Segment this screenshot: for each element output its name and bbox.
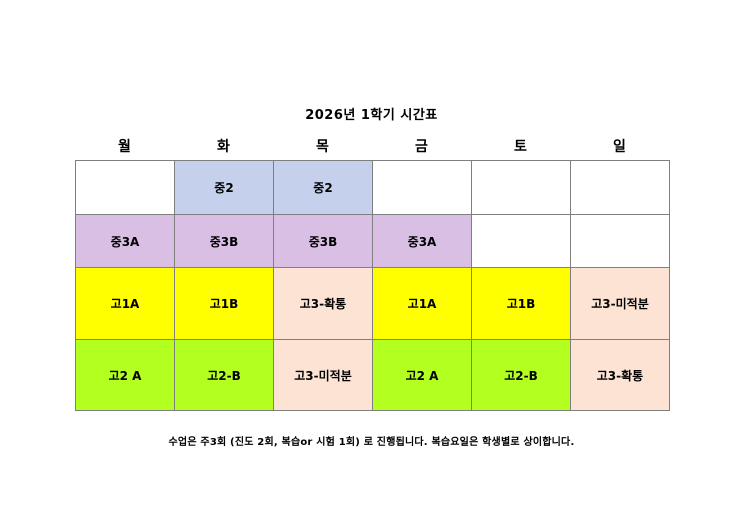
table-cell <box>75 160 175 215</box>
table-cell: 고2 A <box>75 339 175 411</box>
table-cell: 고2-B <box>174 339 274 411</box>
table-cell: 중2 <box>273 160 373 215</box>
table-row: 고2 A 고2-B 고3-미적분 고2 A 고2-B 고3-확통 <box>75 339 670 411</box>
table-cell: 고3-미적분 <box>273 339 373 411</box>
table-cell: 고1B <box>471 267 571 340</box>
table-cell: 고1A <box>75 267 175 340</box>
table-row: 중2 중2 <box>75 160 670 215</box>
day-header-thu: 목 <box>316 139 329 155</box>
table-cell <box>372 160 472 215</box>
day-header-mon: 월 <box>118 139 131 155</box>
table-cell: 고3-확통 <box>273 267 373 340</box>
day-header-fri: 금 <box>415 139 428 155</box>
table-cell: 고3-확통 <box>570 339 670 411</box>
timetable-grid: 중2 중2 중3A 중3B 중3B 중3A 고1A 고1B 고3-확통 고1A … <box>75 160 670 411</box>
table-cell <box>570 214 670 268</box>
table-cell: 중2 <box>174 160 274 215</box>
table-row: 고1A 고1B 고3-확통 고1A 고1B 고3-미적분 <box>75 267 670 340</box>
table-cell: 중3B <box>174 214 274 268</box>
table-cell <box>471 160 571 215</box>
day-header-sun: 일 <box>613 139 626 155</box>
table-cell: 고1B <box>174 267 274 340</box>
table-row: 중3A 중3B 중3B 중3A <box>75 214 670 268</box>
day-header-row: 월 화 목 금 토 일 <box>75 136 669 156</box>
table-cell <box>471 214 571 268</box>
day-header-tue: 화 <box>217 139 230 155</box>
day-header-sat: 토 <box>514 139 527 155</box>
table-cell: 고3-미적분 <box>570 267 670 340</box>
table-cell: 중3B <box>273 214 373 268</box>
footnote: 수업은 주3회 (진도 2회, 복습or 시험 1회) 로 진행됩니다. 복습요… <box>168 437 575 448</box>
table-cell: 중3A <box>372 214 472 268</box>
table-cell: 고1A <box>372 267 472 340</box>
table-cell: 중3A <box>75 214 175 268</box>
table-cell: 고2 A <box>372 339 472 411</box>
table-cell <box>570 160 670 215</box>
timetable-title: 2026년 1학기 시간표 <box>305 108 438 123</box>
table-cell: 고2-B <box>471 339 571 411</box>
